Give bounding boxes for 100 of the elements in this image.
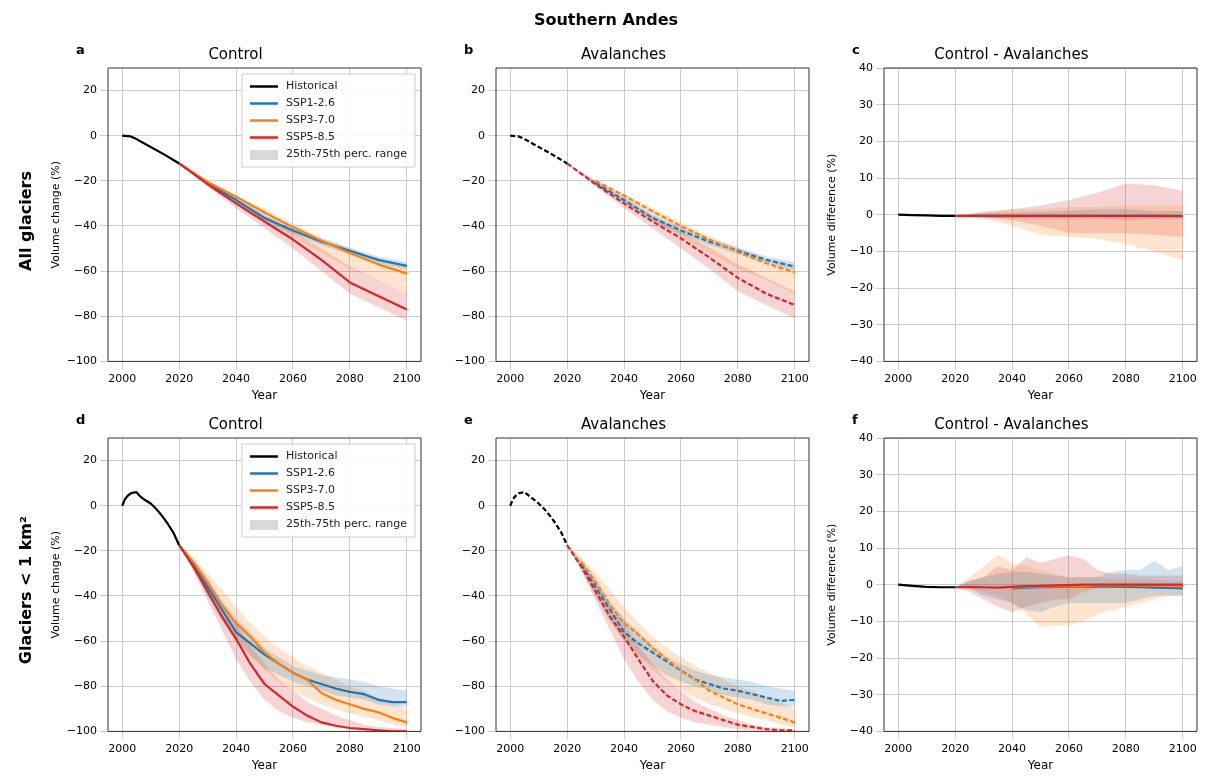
y-tick-label: 0 [478,128,485,142]
x-tick-label: 2080 [1111,741,1140,755]
x-tick-label: 2000 [496,741,525,755]
x-tick-label: 2020 [165,371,194,385]
chart-title: Control - Avalanches [934,414,1089,433]
y-axis-title: Volume difference (%) [825,523,839,646]
x-tick-label: 2040 [610,741,639,755]
x-tick-label: 2100 [1168,741,1197,755]
legend-label: SSP3-7.0 [285,113,335,127]
y-tick-label: −80 [461,679,485,693]
x-axis-title: Year [638,757,666,772]
y-tick-label: −40 [461,588,485,602]
x-tick-label: 2020 [553,741,582,755]
y-tick-label: 0 [478,498,485,512]
annotation: 25th-75th perc. range [285,147,408,161]
y-tick-label: −60 [73,263,97,277]
chart-title: Avalanches [580,44,667,63]
x-tick-label: 2060 [1054,741,1083,755]
y-tick-label: −20 [73,543,97,557]
text: d [76,412,86,427]
y-tick-label: −40 [73,218,97,232]
x-tick-label: 2100 [392,741,421,755]
x-tick-label: 2080 [723,371,752,385]
y-tick-label: 20 [471,83,485,97]
annotation: 25th-75th perc. range [285,517,408,531]
y-tick-label: 0 [90,498,97,512]
text: Southern Andes [532,10,680,29]
y-tick-label: −100 [66,354,97,368]
chart-title: Avalanches [580,414,667,433]
y-tick-label: −60 [461,633,485,647]
y-tick-label: −10 [849,244,873,258]
y-tick-label: 30 [859,467,873,481]
y-tick-label: 20 [859,504,873,518]
y-tick-label: −80 [73,309,97,323]
y-tick-label: 40 [859,60,873,74]
text: a [76,42,85,57]
y-tick-label: −20 [461,543,485,557]
y-tick-label: 0 [90,128,97,142]
legend-label: SSP3-7.0 [285,483,335,497]
x-tick-label: 2000 [108,741,137,755]
text: f [852,412,858,427]
y-tick-label: −20 [849,650,873,664]
x-tick-label: 2080 [723,741,752,755]
x-tick-label: 2040 [222,371,251,385]
y-tick-label: −100 [454,354,485,368]
y-axis-title: Volume change (%) [49,160,63,269]
chart-title: Control [208,414,263,433]
y-tick-label: 20 [471,453,485,467]
y-tick-label: 20 [83,453,97,467]
line-series [509,134,569,165]
y-tick-label: −30 [849,317,873,331]
text: e [464,412,473,427]
x-tick-label: 2100 [1168,371,1197,385]
y-tick-label: −40 [849,724,873,738]
y-tick-label: −20 [849,280,873,294]
y-tick-label: 0 [866,207,873,221]
x-tick-label: 2060 [278,741,307,755]
y-tick-label: −20 [73,173,97,187]
x-tick-label: 2060 [278,371,307,385]
x-axis-title: Year [1026,757,1054,772]
legend-label: Historical [285,79,338,93]
text: c [852,42,860,57]
x-tick-label: 2080 [335,741,364,755]
x-tick-label: 2080 [1111,371,1140,385]
y-tick-label: 40 [859,430,873,444]
x-tick-label: 2080 [335,371,364,385]
y-tick-label: −80 [461,309,485,323]
chart-title: Control - Avalanches [934,44,1089,63]
x-tick-label: 2100 [780,371,809,385]
y-tick-label: −60 [461,263,485,277]
x-axis-title: Year [250,387,278,402]
x-tick-label: 2040 [222,741,251,755]
x-tick-label: 2020 [941,741,970,755]
y-tick-label: 10 [859,540,873,554]
y-tick-label: 10 [859,170,873,184]
x-tick-label: 2100 [780,741,809,755]
y-tick-label: 30 [859,97,873,111]
x-tick-label: 2020 [553,371,582,385]
x-tick-label: 2020 [941,371,970,385]
y-tick-label: −60 [73,633,97,647]
x-tick-label: 2040 [610,371,639,385]
x-tick-label: 2060 [666,371,695,385]
x-tick-label: 2000 [884,741,913,755]
text: Glaciers < 1 km² [15,516,35,665]
y-tick-label: −40 [461,218,485,232]
y-tick-label: −40 [73,588,97,602]
x-axis-title: Year [1026,387,1054,402]
x-tick-label: 2100 [392,371,421,385]
legend-label: Historical [285,449,338,463]
y-tick-label: −20 [461,173,485,187]
y-axis-title: Volume difference (%) [825,153,839,276]
y-tick-label: −10 [849,614,873,628]
x-tick-label: 2040 [998,371,1027,385]
x-tick-label: 2060 [1054,371,1083,385]
legend-label: SSP1-2.6 [285,96,335,110]
y-tick-label: −30 [849,687,873,701]
x-tick-label: 2000 [108,371,137,385]
legend-label: SSP5-8.5 [285,500,335,514]
y-tick-label: 0 [866,577,873,591]
text: All glaciers [15,170,35,271]
